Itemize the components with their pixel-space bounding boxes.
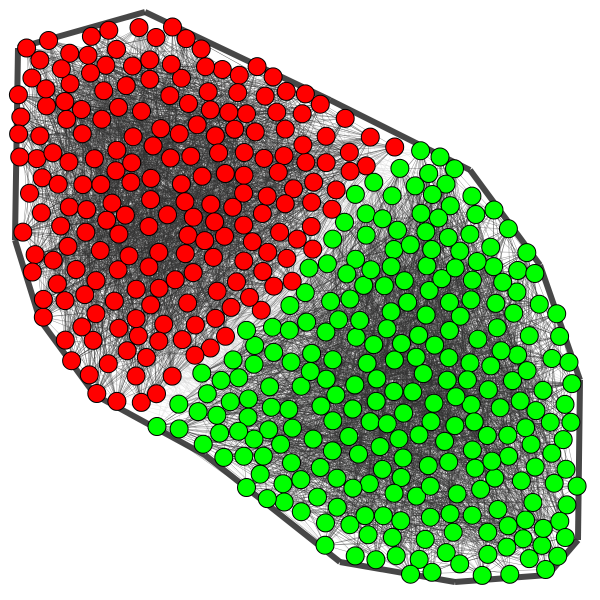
intra-cluster-edge (36, 38, 187, 159)
intra-cluster-edge (539, 304, 544, 391)
intra-cluster-edge (135, 280, 293, 377)
intra-cluster-edge (69, 128, 286, 208)
intra-cluster-edge (65, 339, 98, 394)
intra-cluster-edge (116, 375, 173, 402)
intra-cluster-edge (195, 109, 211, 326)
intra-cluster-edge (100, 184, 186, 202)
intra-cluster-edge (313, 118, 346, 183)
intra-cluster-edge (100, 184, 250, 298)
intra-cluster-edge (34, 254, 85, 295)
intra-cluster-edge (34, 254, 90, 376)
intra-cluster-edge (243, 193, 268, 253)
intra-cluster-edge (22, 177, 43, 233)
intra-cluster-edge (148, 241, 253, 268)
intra-cluster-edge (454, 168, 509, 229)
intra-cluster-edge (197, 411, 261, 475)
intra-cluster-edge (84, 241, 253, 295)
intra-cluster-edge (95, 280, 109, 364)
intra-cluster-edge (39, 37, 157, 61)
intra-cluster-edge (135, 226, 150, 290)
intra-cluster-edge (439, 156, 471, 235)
intra-cluster-edge (35, 254, 237, 283)
intra-cluster-edge (344, 168, 401, 223)
intra-cluster-edge (41, 212, 83, 327)
intra-cluster-edge (264, 96, 280, 233)
intra-cluster-edge (223, 457, 268, 499)
intra-cluster-edge (95, 66, 258, 281)
intra-cluster-edge (156, 426, 338, 508)
intra-cluster-edge (57, 184, 84, 284)
intra-cluster-edge (106, 75, 240, 221)
intra-cluster-edge (163, 26, 173, 325)
intra-cluster-edge (106, 91, 209, 221)
intra-cluster-edge (171, 64, 182, 184)
intra-cluster-edge (228, 112, 237, 282)
intra-cluster-edge (249, 238, 298, 298)
intra-cluster-edge (236, 104, 321, 283)
intra-cluster-edge (41, 158, 95, 213)
intra-cluster-edge (190, 156, 233, 208)
intra-cluster-edge (141, 93, 306, 112)
intra-cluster-edge (69, 53, 151, 305)
intra-cluster-edge (148, 266, 263, 272)
intra-cluster-edge (125, 85, 171, 159)
intra-cluster-edge (105, 65, 170, 96)
intra-cluster-edge (526, 252, 530, 336)
intra-cluster-edge (283, 420, 334, 503)
